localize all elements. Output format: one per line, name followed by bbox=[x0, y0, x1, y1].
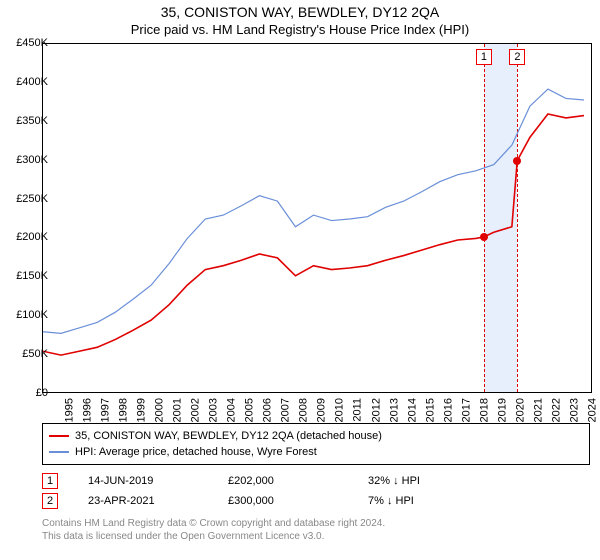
x-tick: 2014 bbox=[406, 398, 418, 422]
x-tick: 2018 bbox=[478, 398, 490, 422]
tx-price: £300,000 bbox=[228, 491, 338, 511]
legend-row: HPI: Average price, detached house, Wyre… bbox=[49, 444, 583, 460]
legend: 35, CONISTON WAY, BEWDLEY, DY12 2QA (det… bbox=[42, 423, 590, 465]
legend-label: HPI: Average price, detached house, Wyre… bbox=[75, 444, 317, 460]
x-tick: 2015 bbox=[424, 398, 436, 422]
tx-row-tag: 2 bbox=[42, 493, 58, 509]
transaction-row: 2 23-APR-2021 £300,000 7% ↓ HPI bbox=[42, 491, 592, 511]
y-tick: £100K bbox=[16, 309, 48, 321]
x-tick: 2010 bbox=[334, 398, 346, 422]
legend-row: 35, CONISTON WAY, BEWDLEY, DY12 2QA (det… bbox=[49, 428, 583, 444]
tx-point-1 bbox=[480, 233, 488, 241]
page-title: 35, CONISTON WAY, BEWDLEY, DY12 2QA bbox=[8, 4, 592, 20]
x-tick: 2009 bbox=[316, 398, 328, 422]
x-tick: 2024 bbox=[586, 398, 598, 422]
tx-tag-1: 1 bbox=[476, 49, 492, 65]
legend-label: 35, CONISTON WAY, BEWDLEY, DY12 2QA (det… bbox=[75, 428, 382, 444]
series-property bbox=[43, 114, 584, 355]
y-tick: £350K bbox=[16, 115, 48, 127]
tx-date: 23-APR-2021 bbox=[88, 491, 198, 511]
tx-point-2 bbox=[513, 157, 521, 165]
y-tick: £200K bbox=[16, 231, 48, 243]
page-subtitle: Price paid vs. HM Land Registry's House … bbox=[8, 22, 592, 37]
legend-swatch bbox=[49, 435, 69, 437]
x-tick: 1995 bbox=[63, 398, 75, 422]
transaction-row: 1 14-JUN-2019 £202,000 32% ↓ HPI bbox=[42, 471, 592, 491]
x-tick: 2017 bbox=[460, 398, 472, 422]
series-hpi bbox=[43, 89, 584, 333]
price-chart: 1219951996199719981999200020012002200320… bbox=[42, 43, 592, 393]
x-tick: 2008 bbox=[298, 398, 310, 422]
tx-delta: 32% ↓ HPI bbox=[368, 471, 478, 491]
x-tick: 2005 bbox=[244, 398, 256, 422]
x-tick: 2013 bbox=[388, 398, 400, 422]
tx-row-tag: 1 bbox=[42, 473, 58, 489]
x-tick: 2023 bbox=[568, 398, 580, 422]
x-tick: 1996 bbox=[82, 398, 94, 422]
attribution-footer: Contains HM Land Registry data © Crown c… bbox=[42, 517, 590, 543]
x-tick: 2000 bbox=[154, 398, 166, 422]
x-tick: 1997 bbox=[100, 398, 112, 422]
x-tick: 2002 bbox=[190, 398, 202, 422]
y-tick: £50K bbox=[22, 348, 48, 360]
tx-tag-2: 2 bbox=[509, 49, 525, 65]
x-tick: 2012 bbox=[370, 398, 382, 422]
x-tick: 1998 bbox=[118, 398, 130, 422]
x-tick: 2003 bbox=[208, 398, 220, 422]
x-tick: 2004 bbox=[226, 398, 238, 422]
x-tick: 1999 bbox=[136, 398, 148, 422]
y-tick: £300K bbox=[16, 154, 48, 166]
x-tick: 2019 bbox=[496, 398, 508, 422]
x-tick: 2006 bbox=[262, 398, 274, 422]
tx-price: £202,000 bbox=[228, 471, 338, 491]
footer-line-2: This data is licensed under the Open Gov… bbox=[42, 530, 590, 543]
x-tick: 2001 bbox=[172, 398, 184, 422]
tx-date: 14-JUN-2019 bbox=[88, 471, 198, 491]
tx-delta: 7% ↓ HPI bbox=[368, 491, 478, 511]
y-tick: £400K bbox=[16, 76, 48, 88]
x-tick: 2016 bbox=[442, 398, 454, 422]
y-tick: £150K bbox=[16, 270, 48, 282]
x-tick: 2021 bbox=[532, 398, 544, 422]
x-tick: 2022 bbox=[550, 398, 562, 422]
x-tick: 2007 bbox=[280, 398, 292, 422]
y-tick: £250K bbox=[16, 193, 48, 205]
x-tick: 2020 bbox=[514, 398, 526, 422]
footer-line-1: Contains HM Land Registry data © Crown c… bbox=[42, 517, 590, 530]
legend-swatch bbox=[49, 451, 69, 453]
x-tick: 2011 bbox=[351, 398, 363, 422]
y-tick: £0 bbox=[36, 387, 48, 399]
y-tick: £450K bbox=[16, 37, 48, 49]
